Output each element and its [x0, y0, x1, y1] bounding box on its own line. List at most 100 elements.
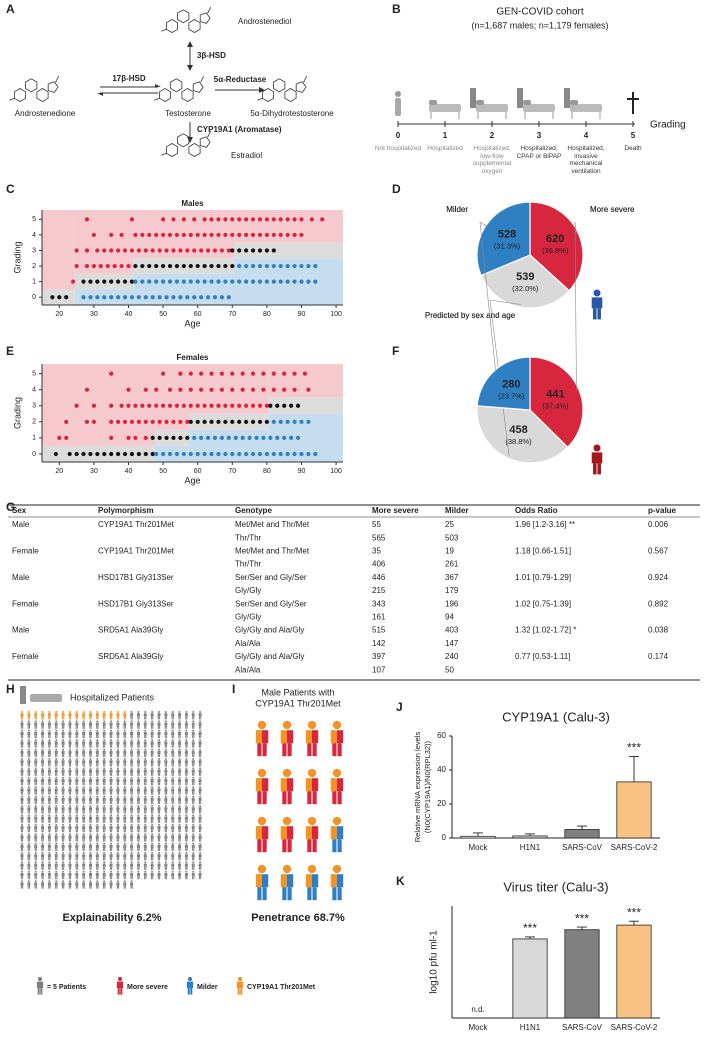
icon-torso — [125, 817, 126, 820]
icon-torso — [55, 751, 56, 754]
person-icon — [62, 796, 65, 804]
icon-legs — [158, 773, 159, 776]
icon-torso — [110, 817, 111, 820]
icon-legs — [117, 876, 118, 879]
person-icon — [75, 720, 78, 728]
panel-letter: E — [6, 344, 14, 358]
data-point — [223, 217, 227, 221]
icon-head — [137, 796, 139, 798]
icon-legs — [28, 876, 29, 879]
icon-legs — [97, 773, 98, 776]
person-icon — [55, 833, 58, 841]
icon-head — [96, 861, 98, 863]
icon-legs — [145, 801, 146, 804]
person-icon — [62, 814, 65, 822]
icon-legs — [145, 726, 146, 729]
device-icon — [20, 686, 26, 704]
data-point — [116, 452, 120, 456]
icon-head — [179, 777, 181, 779]
icon-head — [308, 721, 316, 729]
icon-legs — [145, 867, 146, 870]
error-bar — [473, 833, 483, 836]
data-point — [116, 280, 120, 284]
icon-torso — [138, 770, 139, 773]
icon-torso — [132, 760, 133, 763]
person-icon — [158, 767, 161, 775]
person-icon — [256, 721, 268, 756]
icon-torso — [77, 798, 78, 801]
bar — [513, 836, 547, 838]
data-point — [81, 280, 85, 284]
table-cell: Female — [12, 652, 39, 661]
icon-torso — [55, 788, 56, 791]
icon-head — [151, 861, 153, 863]
icon-head — [28, 824, 30, 826]
icon-torso — [116, 788, 117, 791]
icon-torso — [159, 835, 160, 838]
icon-legs — [172, 810, 173, 813]
icon-legs — [28, 829, 29, 832]
icon-torso — [56, 826, 57, 829]
person-icon — [48, 814, 51, 822]
icon-legs — [139, 810, 140, 813]
chart-title: CYP19A1 (Calu-3) — [502, 709, 610, 724]
icon-torso — [159, 845, 160, 848]
icon-legs — [40, 988, 42, 995]
person-icon — [89, 767, 92, 775]
icon-legs — [132, 820, 133, 823]
table-cell: HSD17B1 Gly313Ser — [98, 599, 174, 608]
icon-legs — [173, 839, 174, 842]
icon-torso — [97, 854, 98, 857]
icon-legs — [185, 716, 186, 719]
icon-torso — [151, 760, 152, 763]
data-point — [306, 452, 310, 456]
icon-head — [151, 871, 153, 873]
icon-torso — [137, 751, 138, 754]
icon-torso — [111, 845, 112, 848]
data-point — [123, 280, 127, 284]
icon-torso — [111, 741, 112, 744]
icon-legs — [117, 820, 118, 823]
icon-legs — [192, 848, 193, 851]
person-icon — [68, 739, 71, 747]
icon-torso — [96, 751, 97, 754]
icon-legs — [43, 848, 44, 851]
table-cell: Met/Met and Thr/Met — [235, 520, 310, 529]
table-cell: 0.006 — [648, 520, 669, 529]
icon-torso — [178, 723, 179, 726]
y-tick-label: 3 — [32, 403, 36, 410]
icon-head — [21, 824, 23, 826]
icon-head — [144, 861, 146, 863]
icon-torso — [75, 741, 76, 744]
icon-legs — [62, 820, 63, 823]
icon-head — [55, 833, 57, 835]
table-cell: Met/Met and Thr/Met — [235, 547, 310, 556]
person-icon — [144, 720, 147, 728]
x-tick-label: 100 — [330, 311, 342, 318]
device-icon — [564, 88, 570, 108]
data-point — [154, 264, 158, 268]
icon-torso — [192, 873, 193, 876]
icon-torso — [200, 845, 201, 848]
icon-legs — [151, 810, 152, 813]
icon-torso — [125, 798, 126, 801]
x-axis-label: Age — [184, 318, 200, 328]
person-icon — [75, 711, 78, 719]
icon-legs — [151, 735, 152, 738]
person-icon — [164, 711, 167, 719]
person-icon — [103, 749, 106, 757]
icon-legs — [124, 763, 125, 766]
icon-head — [131, 871, 133, 873]
icon-head — [131, 796, 133, 798]
icon-legs — [62, 839, 63, 842]
y-tick-label: 0 — [32, 294, 36, 301]
icon-legs — [200, 773, 201, 776]
icon-torso — [91, 788, 92, 791]
data-point — [92, 264, 96, 268]
icon-torso — [84, 817, 85, 820]
icon-legs — [158, 763, 159, 766]
icon-torso — [164, 741, 165, 744]
person-icon — [199, 711, 202, 719]
icon-torso — [91, 798, 92, 801]
person-icon — [27, 805, 30, 813]
